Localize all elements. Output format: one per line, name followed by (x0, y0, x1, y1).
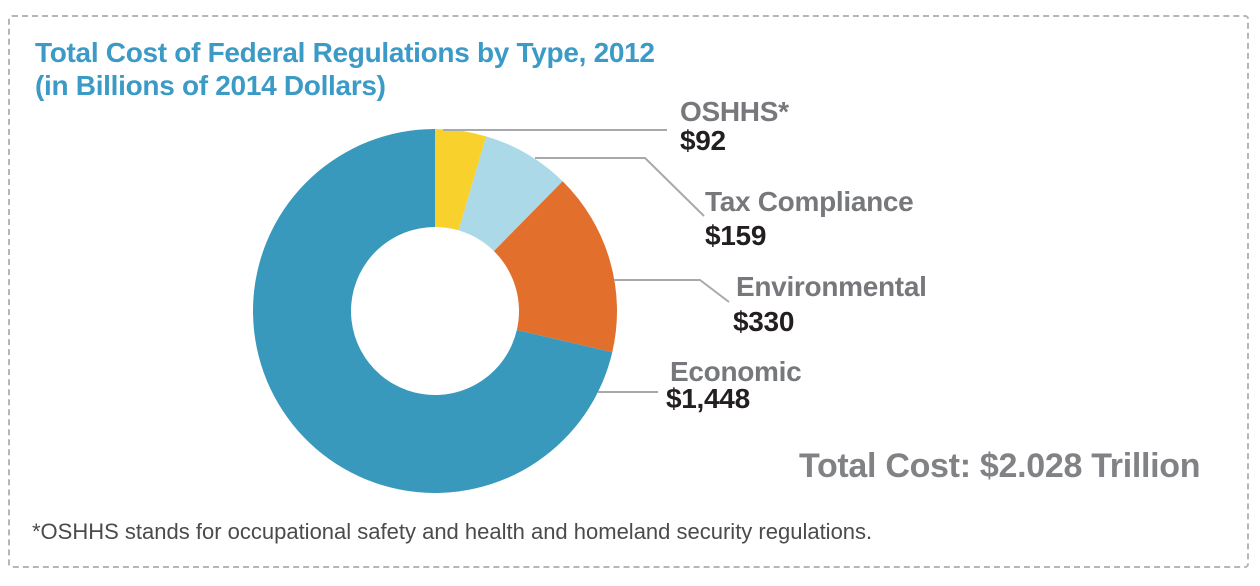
donut-slice-environmental (493, 181, 617, 353)
slice-value-environmental: $330 (733, 306, 795, 337)
total-cost-label: Total Cost: $2.028 Trillion (799, 447, 1201, 485)
slice-value-tax-compliance: $159 (705, 220, 767, 251)
dashed-border-frame (8, 15, 1249, 568)
slice-label-oshhs: OSHHS* (680, 96, 789, 127)
slice-label-tax-compliance: Tax Compliance (705, 186, 914, 217)
slice-value-oshhs: $92 (680, 125, 726, 156)
chart-title-line2: (in Billions of 2014 Dollars) (35, 70, 386, 101)
chart-title: Total Cost of Federal Regulations by Typ… (35, 36, 655, 102)
donut-slice-tax-compliance (458, 136, 563, 252)
leader-line-tax-compliance (535, 157, 705, 217)
chart-title-line1: Total Cost of Federal Regulations by Typ… (35, 37, 655, 68)
donut-slice-economic (252, 128, 613, 494)
slice-label-economic: Economic (670, 356, 802, 387)
leader-line-environmental (614, 279, 730, 303)
footnote: *OSHHS stands for occupational safety an… (32, 519, 873, 544)
slice-label-environmental: Environmental (736, 271, 927, 302)
slice-value-economic: $1,448 (666, 383, 750, 414)
donut-slice-oshhs (435, 129, 487, 231)
